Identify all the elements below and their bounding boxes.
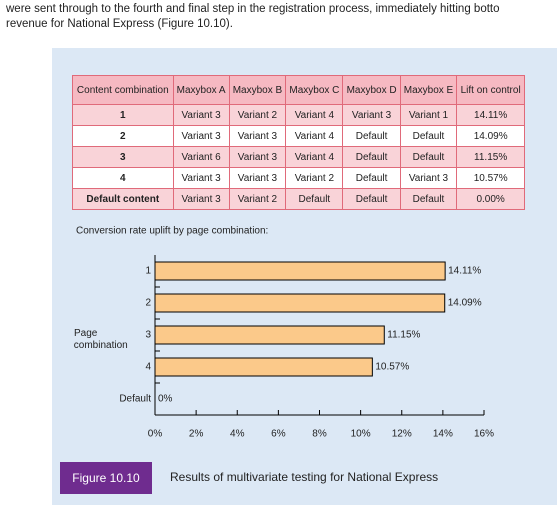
bar <box>154 293 446 313</box>
y-tick-label: 1 <box>145 266 151 277</box>
figure-caption: Results of multivariate testing for Nati… <box>170 470 439 484</box>
table-cell: 11.15% <box>456 146 525 168</box>
table-cell: Maxybox B <box>228 75 287 105</box>
x-tick-label: 0% <box>148 429 163 440</box>
x-tick-label: 12% <box>392 429 412 440</box>
results-table: Content combination Maxybox A Maxybox B Max… <box>72 75 525 210</box>
table-cell: Variant 4 <box>285 104 344 126</box>
table-cell: Default <box>342 125 401 147</box>
y-tick-label: 3 <box>145 330 151 341</box>
bar <box>154 261 446 281</box>
y-tick-label: 4 <box>145 362 151 373</box>
table-row: 2 Variant 3 Variant 3 Variant 4 Default Defau… <box>72 125 525 147</box>
table-cell: Default <box>399 188 458 210</box>
y-axis-label: Page combination <box>71 328 128 351</box>
x-tick-label: 2% <box>189 429 204 440</box>
table-row: Default content Variant 3 Variant 2 Default… <box>72 188 525 210</box>
x-tick-label: 6% <box>271 429 286 440</box>
x-tick-label: 14% <box>433 429 453 440</box>
table-row: Content combination Maxybox A Maxybox B Max… <box>72 75 525 105</box>
x-tick-label: 16% <box>474 429 494 440</box>
value-label: 14.09% <box>448 298 482 309</box>
table-cell: 2 <box>72 125 174 147</box>
table-cell: Maxybox A <box>172 75 230 105</box>
table-cell: 1 <box>72 104 174 126</box>
table-cell: Maxybox C <box>285 75 344 105</box>
table-cell: Variant 2 <box>228 188 287 210</box>
table-cell: Default content <box>72 188 174 210</box>
table-row: 3 Variant 6 Variant 3 Variant 4 Default Defau… <box>72 146 525 168</box>
table-cell: Variant 3 <box>172 125 230 147</box>
intro-text: were sent through to the fourth and fina… <box>6 3 500 15</box>
x-tick-label: 8% <box>312 429 327 440</box>
table-cell: Variant 3 <box>342 104 401 126</box>
table-cell: 14.09% <box>456 125 525 147</box>
value-label: 0% <box>158 394 173 405</box>
bar <box>154 325 385 345</box>
intro-text: revenue for National Express (Figure 10.… <box>6 18 233 30</box>
table-cell: 14.11% <box>456 104 525 126</box>
table-cell: Default <box>399 146 458 168</box>
table-cell: Variant 3 <box>172 167 230 189</box>
x-tick-label: 10% <box>351 429 371 440</box>
table-cell: Variant 3 <box>172 104 230 126</box>
value-label: 10.57% <box>375 362 409 373</box>
figure-label: Figure 10.10 <box>60 462 152 494</box>
table-cell: Maxybox E <box>399 75 458 105</box>
table-cell: Default <box>342 188 401 210</box>
table-row: 1 Variant 3 Variant 2 Variant 4 Variant 3 Var… <box>72 104 525 126</box>
table-cell: 0.00% <box>456 188 525 210</box>
value-label: 11.15% <box>387 330 420 341</box>
table-cell: 4 <box>72 167 174 189</box>
value-label: 14.11% <box>448 266 481 277</box>
x-tick-label: 4% <box>230 429 245 440</box>
chart-title: Conversion rate uplift by page combinati… <box>76 226 268 237</box>
table-cell: Default <box>285 188 344 210</box>
y-tick-label: 2 <box>145 298 151 309</box>
y-tick-label: Default <box>119 394 151 405</box>
bar <box>154 357 373 377</box>
table-cell: Variant 3 <box>172 188 230 210</box>
table-cell: Variant 3 <box>228 125 287 147</box>
